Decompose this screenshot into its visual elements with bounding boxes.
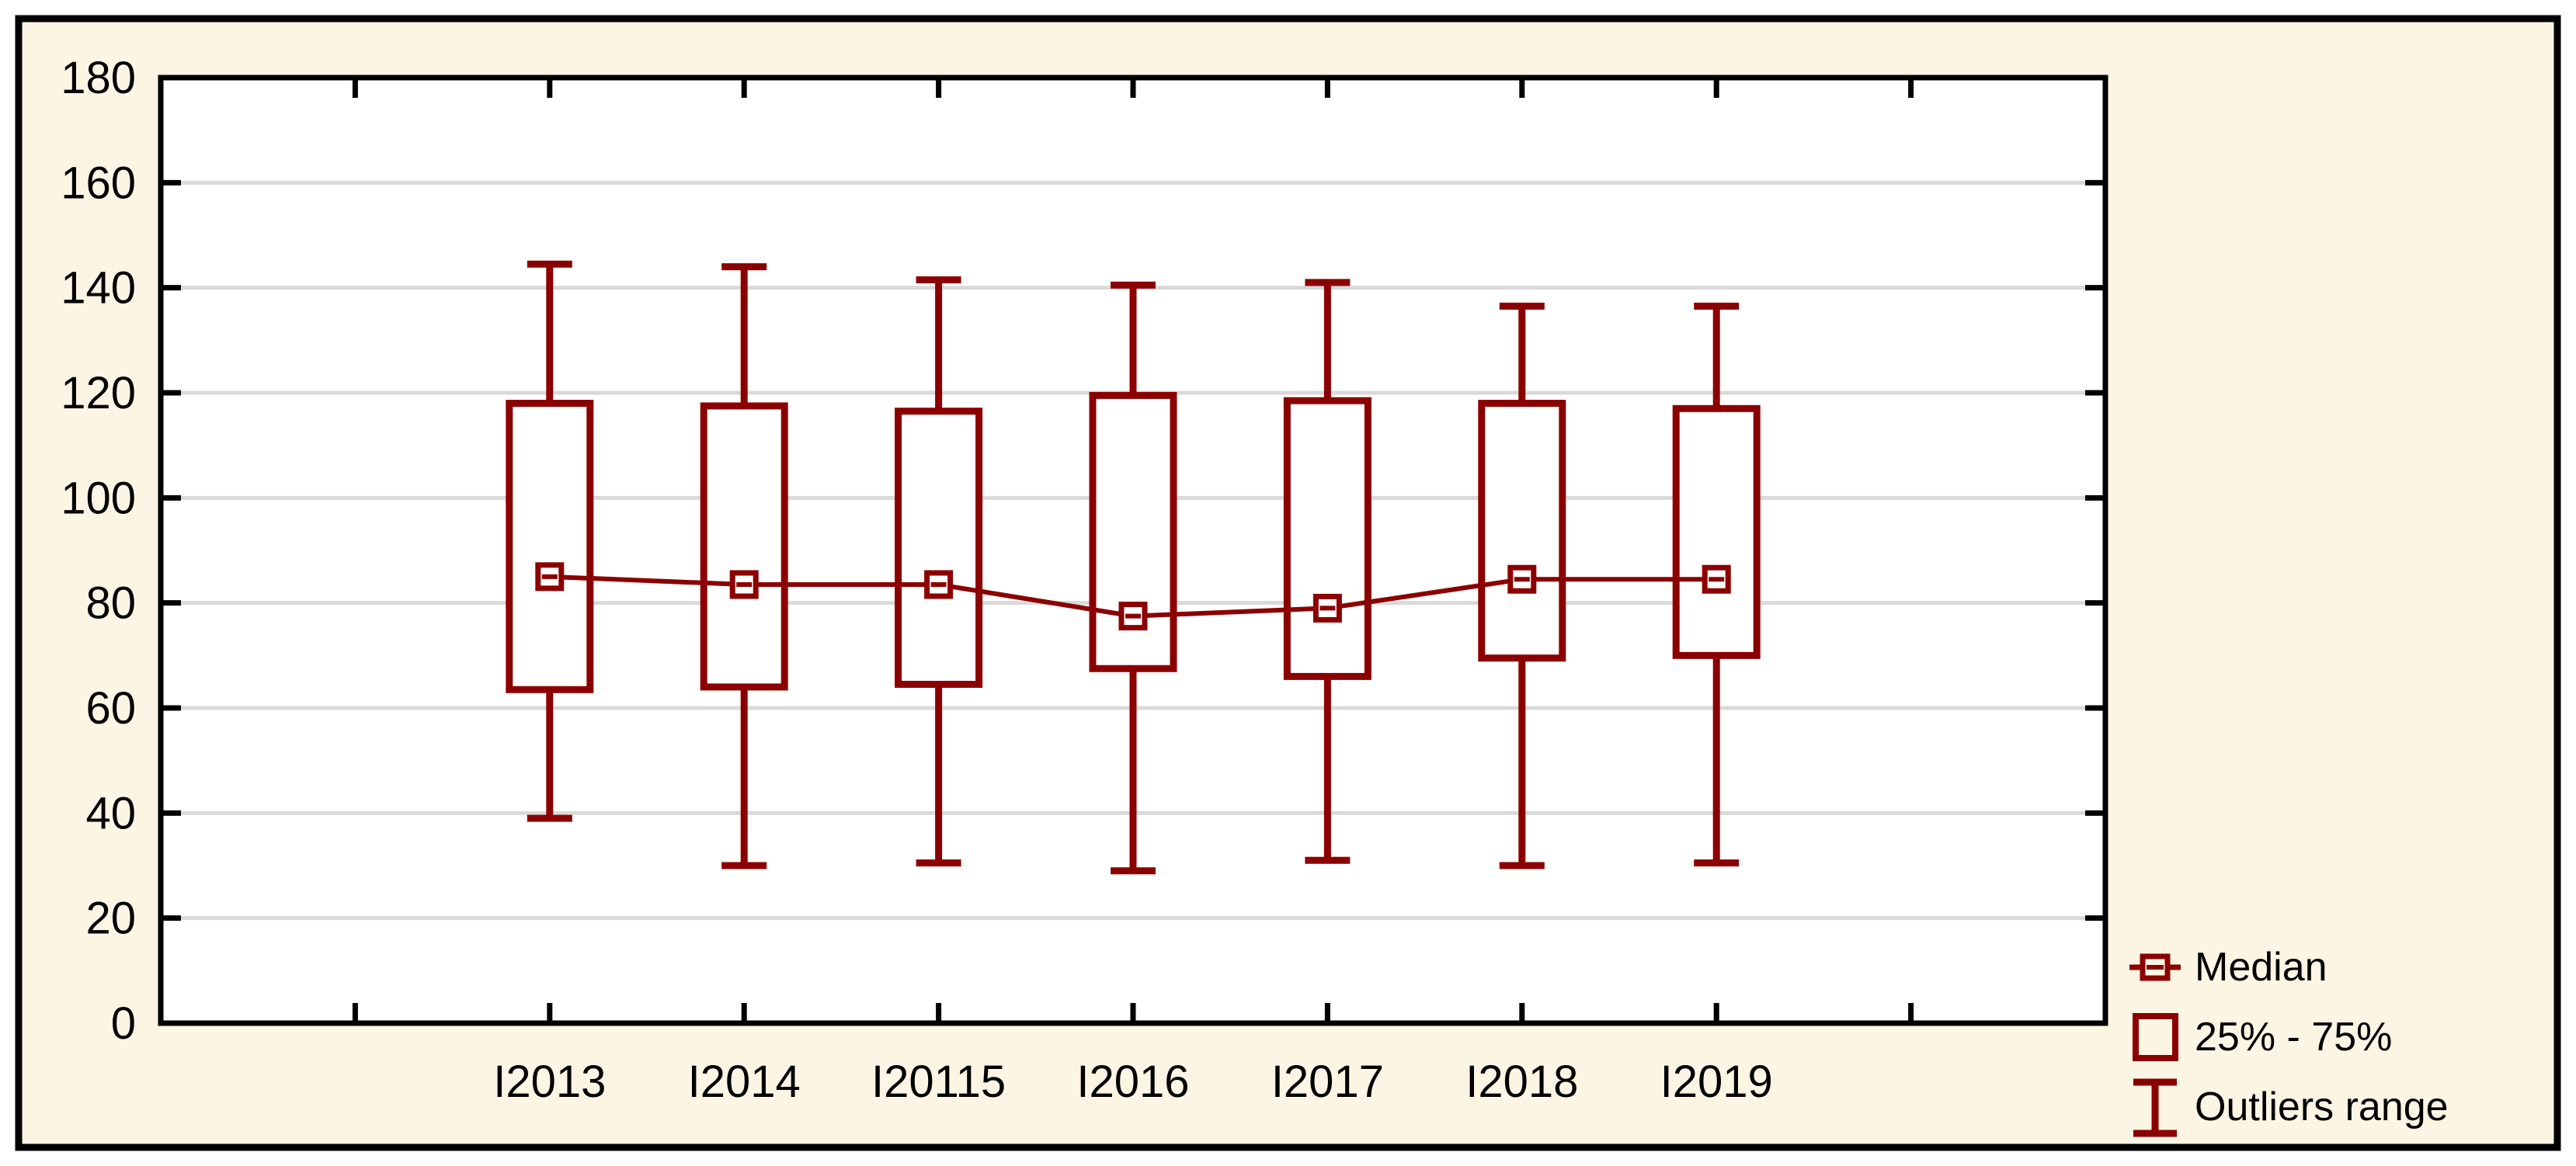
x-tick-label: I2017: [1271, 1057, 1384, 1107]
legend-label-quartile-box: 25% - 75%: [2195, 1015, 2393, 1060]
quartile-box: [1672, 404, 1761, 659]
x-tick-label: I20115: [871, 1057, 1006, 1107]
x-tick-label: I2014: [688, 1057, 801, 1107]
y-tick-label: 20: [85, 894, 136, 944]
x-tick-label: I2016: [1076, 1057, 1189, 1107]
legend-item-quartile-box: 25% - 75%: [2129, 1002, 2449, 1072]
x-tick-label: I2019: [1660, 1057, 1773, 1107]
x-tick-label: I2018: [1465, 1057, 1578, 1107]
y-tick-label: 40: [85, 788, 136, 838]
plot-border: [158, 75, 2108, 1026]
y-tick-label: 0: [111, 998, 136, 1049]
y-tick-label: 120: [61, 368, 136, 418]
whisker-range-icon: [2133, 1078, 2177, 1137]
legend-item-median: Median: [2129, 932, 2449, 1002]
quartile-box: [895, 408, 983, 689]
chart-legend: Median 25% - 75% Outliers range: [2129, 932, 2449, 1142]
quartile-box: [506, 400, 594, 693]
y-tick-label: 60: [85, 683, 136, 734]
y-tick-label: 140: [61, 263, 136, 314]
x-tick-label: I2013: [493, 1057, 606, 1107]
y-tick-label: 100: [61, 473, 136, 523]
legend-label-median: Median: [2195, 945, 2327, 990]
quartile-box: [1283, 397, 1371, 680]
y-tick-label: 180: [61, 53, 136, 103]
y-tick-label: 160: [61, 158, 136, 208]
median-marker-icon: [2129, 953, 2181, 981]
legend-item-outliers-range: Outliers range: [2129, 1072, 2449, 1142]
y-tick-label: 80: [85, 578, 136, 629]
quartile-box: [700, 402, 788, 691]
quartile-box: [1478, 400, 1566, 662]
legend-label-outliers-range: Outliers range: [2195, 1084, 2449, 1130]
quartile-box-icon: [2133, 1013, 2178, 1061]
